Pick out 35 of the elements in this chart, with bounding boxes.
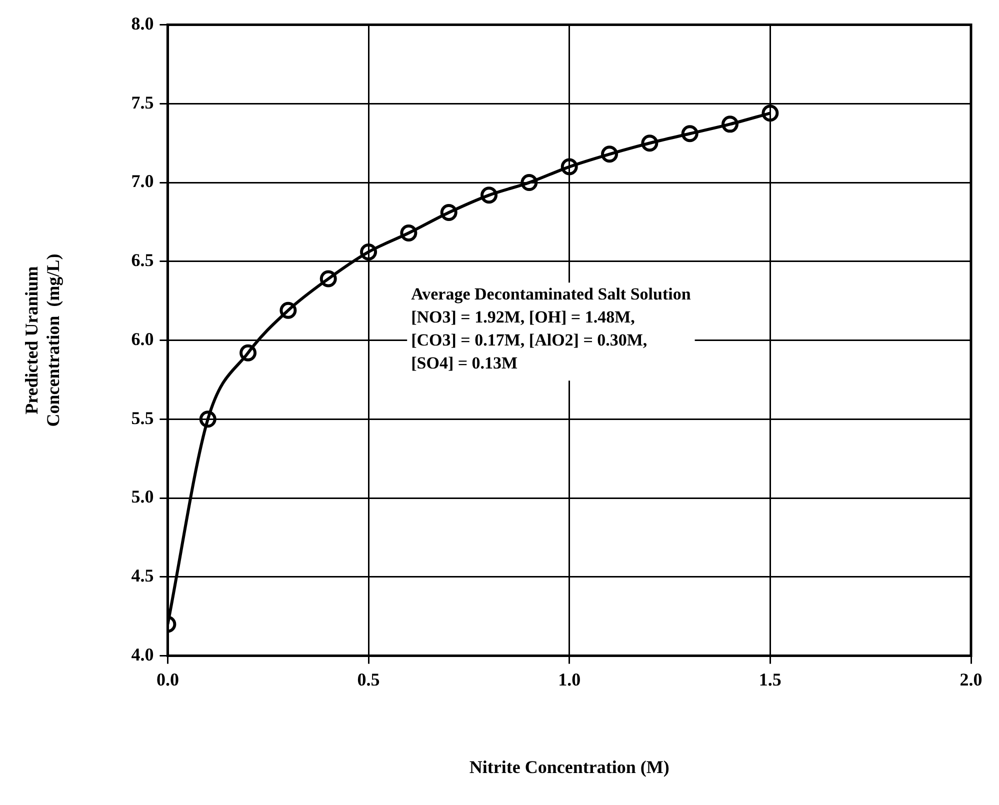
- annotation: [CO3] = 0.17M, [AlO2] = 0.30M,: [411, 330, 648, 350]
- point: [601, 146, 618, 163]
- y-tick-label: 6.5: [131, 250, 154, 270]
- point: [320, 270, 337, 288]
- point: [240, 344, 257, 362]
- point: [440, 204, 458, 222]
- point: [560, 158, 578, 176]
- y-tick-label: 5.0: [131, 486, 154, 507]
- annotation: [SO4] = 0.13M: [411, 354, 518, 373]
- x-tick-label: 2.0: [960, 669, 982, 690]
- point: [480, 186, 498, 204]
- y-tick-label: 5.5: [131, 408, 154, 428]
- y-axis-title: Predicted Uranium Concentration (mg/L): [21, 254, 64, 427]
- point: [520, 174, 538, 192]
- annotation: [NO3] = 1.92M, [OH] = 1.48M,: [411, 308, 635, 327]
- annotation: Average Decontaminated Salt Solution: [411, 284, 692, 304]
- y-tick-label: 7.5: [131, 92, 154, 112]
- point: [199, 410, 216, 428]
- y-tick-label: 7.0: [131, 171, 154, 192]
- y-tick-label: 4.5: [131, 566, 154, 586]
- y-tick-label: 8.0: [131, 13, 154, 34]
- x-tick-label: 1.0: [558, 669, 581, 690]
- point: [400, 224, 418, 242]
- point: [681, 125, 698, 142]
- point: [722, 116, 739, 133]
- y-tick-label: 6.0: [131, 328, 154, 349]
- y-tick-label: 4.0: [131, 644, 154, 664]
- point: [360, 243, 378, 260]
- x-axis-title: Nitrite Concentration (M): [469, 756, 670, 777]
- x-tick-label: 0.0: [156, 669, 179, 690]
- x-tick-label: 0.5: [357, 669, 380, 690]
- point: [641, 134, 658, 152]
- x-tick-label: 1.5: [758, 669, 782, 690]
- point: [280, 302, 297, 319]
- point: [762, 104, 779, 122]
